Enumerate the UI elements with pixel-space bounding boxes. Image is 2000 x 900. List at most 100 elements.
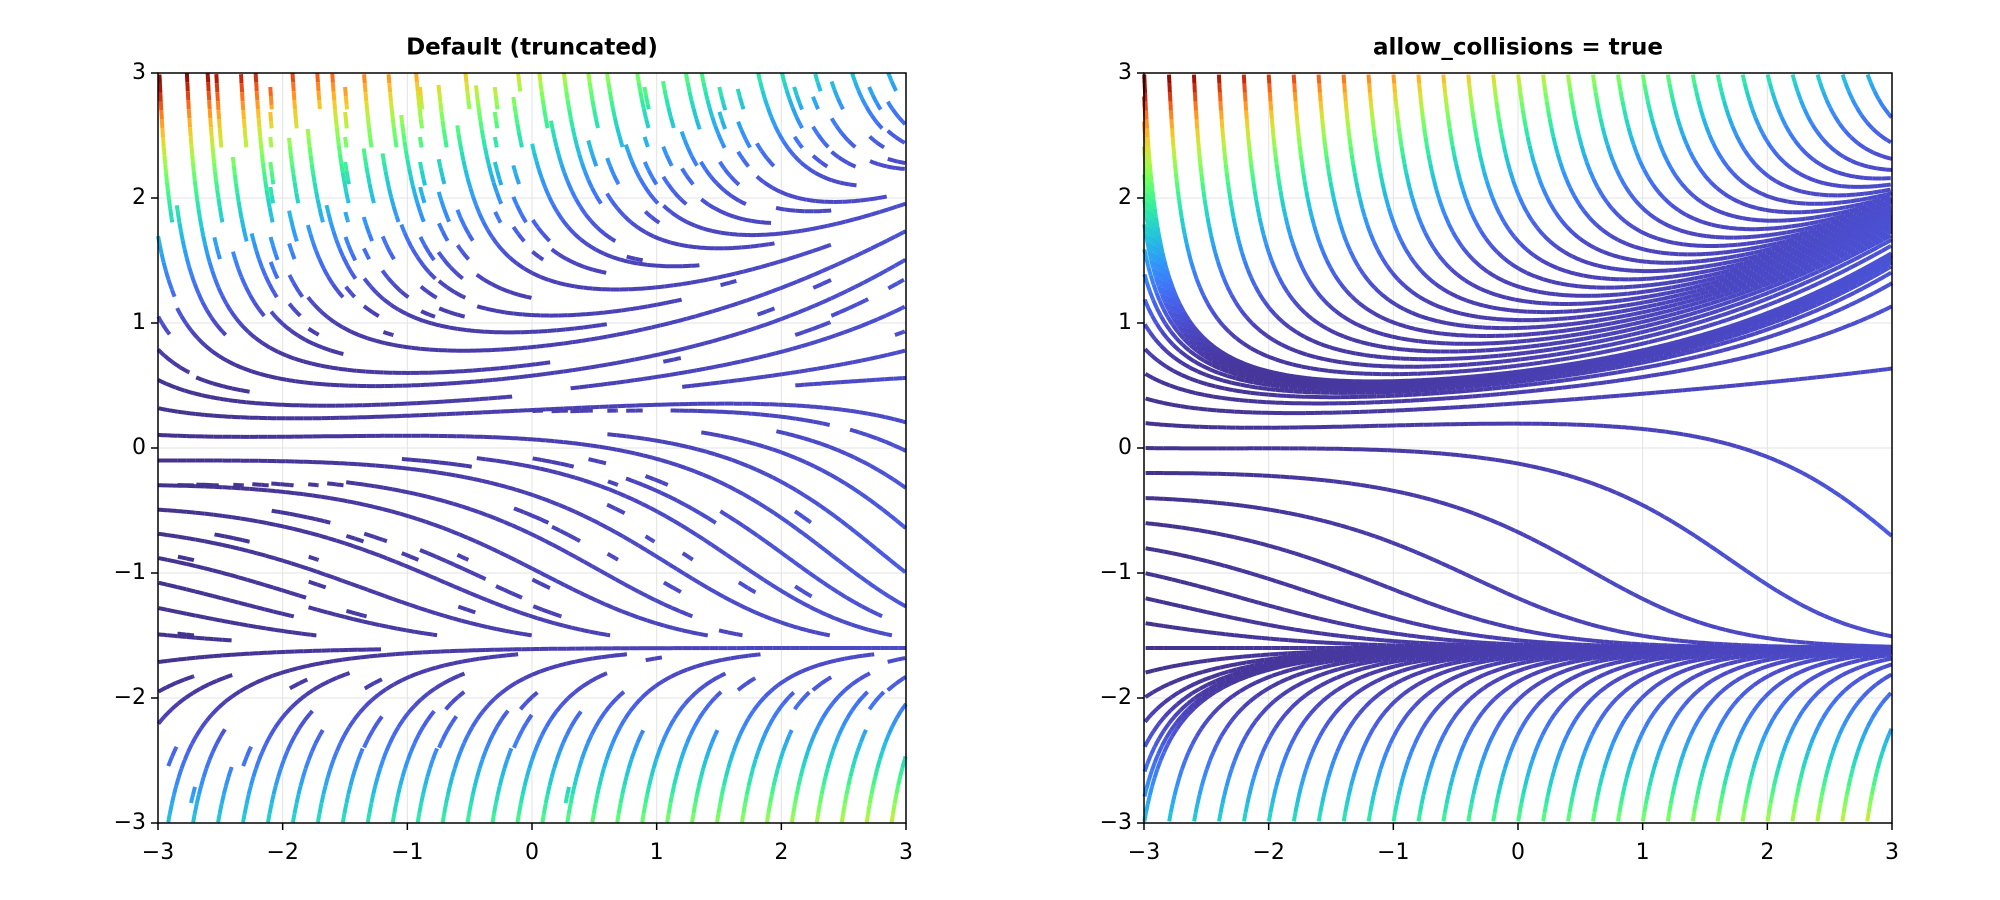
streamline (346, 785, 353, 795)
streamline (565, 786, 572, 795)
streamline (549, 120, 555, 130)
streamline (190, 734, 199, 745)
streamline (158, 406, 168, 412)
streamline (276, 489, 286, 495)
x-tick-label: −3 (1128, 840, 1160, 865)
streamline (344, 191, 350, 201)
streamline (801, 514, 811, 524)
streamline (1356, 635, 1367, 641)
streamline (422, 318, 433, 326)
streamline (1455, 505, 1466, 513)
streamline (358, 584, 369, 592)
streamline (545, 438, 555, 444)
streamline (1159, 315, 1168, 326)
streamline (624, 494, 635, 502)
streamline (237, 399, 247, 405)
streamline (272, 402, 283, 407)
streamline (892, 443, 903, 451)
streamline (1738, 354, 1749, 361)
streamline (330, 382, 341, 388)
streamline (587, 595, 598, 603)
streamline (853, 530, 864, 540)
streamline (580, 365, 591, 371)
streamline (726, 758, 733, 769)
streamline (754, 292, 765, 300)
streamline (457, 604, 468, 612)
streamline (640, 99, 646, 110)
streamline (476, 304, 487, 311)
streamline (184, 322, 194, 333)
streamline (386, 652, 396, 657)
streamline (1374, 534, 1385, 542)
streamline (652, 438, 663, 444)
streamline (1421, 623, 1432, 630)
streamline (533, 493, 543, 501)
streamline (1522, 532, 1532, 541)
streamline (315, 660, 325, 667)
streamline (1323, 640, 1334, 645)
streamline (1213, 375, 1224, 383)
streamline (762, 578, 773, 587)
streamline (616, 359, 626, 365)
streamline (1266, 661, 1277, 668)
streamline (1425, 635, 1435, 641)
x-tick-label: 3 (899, 840, 913, 865)
streamline (342, 180, 349, 192)
streamline (1428, 601, 1439, 609)
streamline (897, 656, 906, 662)
streamline (629, 612, 640, 620)
streamline (426, 290, 437, 299)
streamline (602, 758, 609, 769)
streamline (638, 304, 649, 310)
streamline (1561, 553, 1572, 562)
streamline (364, 698, 374, 708)
streamline (576, 537, 581, 543)
streamline (241, 755, 249, 767)
streamline (897, 116, 907, 126)
streamline (1414, 449, 1424, 455)
streamline (282, 323, 292, 332)
streamline (1317, 651, 1327, 657)
streamline (1569, 557, 1580, 566)
streamline (492, 86, 498, 97)
streamline (254, 336, 264, 345)
streamline (866, 377, 877, 383)
streamline (450, 715, 459, 724)
streamline (624, 767, 631, 778)
streamline (746, 709, 756, 720)
streamline (580, 680, 591, 689)
streamline (742, 492, 753, 501)
streamline (346, 199, 351, 204)
streamline (474, 85, 479, 95)
x-tick-label: 0 (525, 840, 539, 865)
streamline (162, 155, 168, 165)
streamline (427, 251, 436, 262)
streamline (196, 209, 202, 219)
streamline (583, 560, 594, 568)
streamline (559, 163, 567, 174)
streamline (369, 193, 376, 204)
streamline (629, 305, 640, 312)
streamline (606, 82, 612, 92)
streamline (741, 244, 751, 250)
streamline (751, 218, 761, 225)
streamline (435, 663, 445, 670)
streamline (397, 307, 408, 316)
streamline (689, 99, 696, 110)
streamline (1410, 388, 1420, 393)
streamline (215, 91, 220, 102)
streamline (810, 498, 821, 507)
streamline (230, 156, 236, 167)
streamline (1673, 388, 1683, 394)
streamline (862, 729, 868, 735)
streamline (688, 725, 697, 736)
streamline (868, 135, 878, 144)
streamline (729, 331, 740, 339)
streamline (773, 511, 783, 520)
streamline (706, 741, 714, 752)
streamline (497, 219, 503, 224)
streamline (755, 467, 766, 476)
streamline (795, 526, 805, 536)
streamline (336, 145, 342, 155)
streamline (850, 701, 860, 712)
